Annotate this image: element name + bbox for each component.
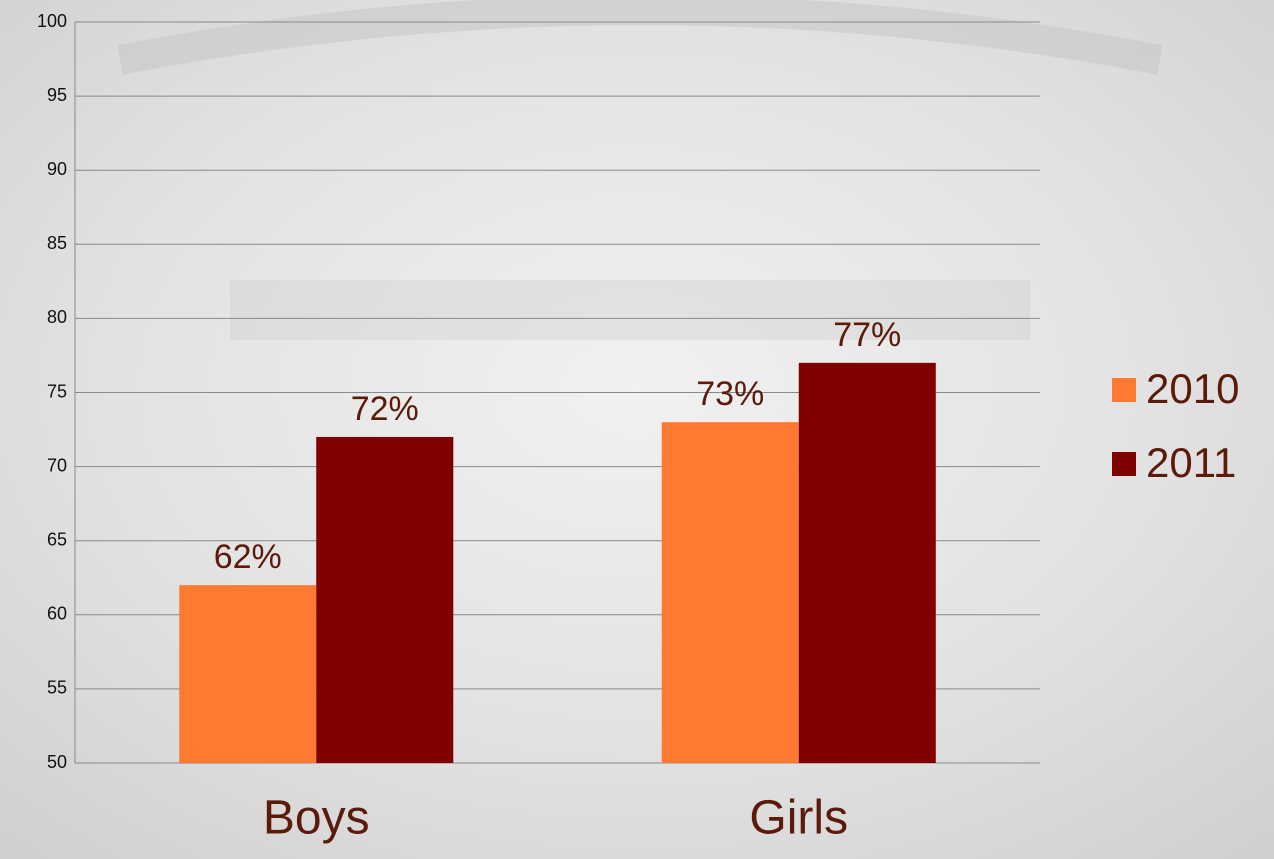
x-tick-label: Girls: [749, 792, 848, 845]
bar: [316, 436, 454, 763]
value-label: 62%: [214, 538, 282, 576]
y-tick-label: 85: [47, 233, 67, 253]
bar: [661, 422, 799, 763]
y-tick-label: 60: [47, 604, 67, 624]
y-tick-label: 90: [47, 159, 67, 179]
y-tick-label: 70: [47, 455, 67, 475]
y-tick-label: 100: [37, 11, 67, 31]
y-tick-label: 65: [47, 529, 67, 549]
value-label: 77%: [833, 316, 901, 354]
y-tick-label: 50: [47, 752, 67, 772]
background-beam: [230, 280, 1030, 340]
y-tick-label: 75: [47, 381, 67, 401]
background-arch: [117, 0, 1163, 75]
value-label: 72%: [351, 390, 419, 428]
legend-label: 2011: [1146, 439, 1236, 486]
legend-swatch: [1112, 452, 1136, 476]
x-tick-label: Boys: [263, 792, 370, 845]
legend-label: 2010: [1146, 365, 1239, 412]
value-label: 73%: [696, 375, 764, 413]
bar: [798, 362, 936, 763]
bar: [179, 585, 317, 763]
legend-swatch: [1112, 378, 1136, 402]
y-tick-label: 80: [47, 307, 67, 327]
y-tick-label: 55: [47, 678, 67, 698]
y-tick-label: 95: [47, 85, 67, 105]
